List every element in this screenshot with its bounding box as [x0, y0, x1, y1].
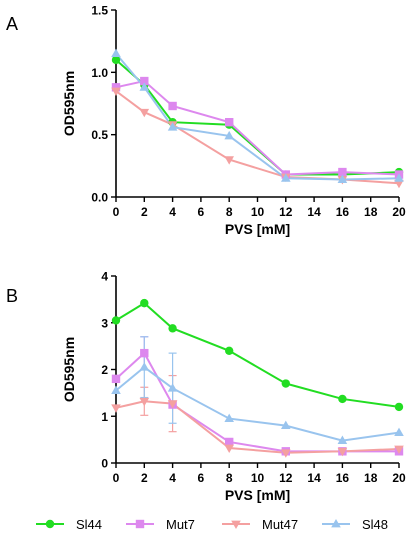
- legend-item-mut47: Mut47: [222, 517, 298, 532]
- panel-a-point-sl48: [111, 48, 121, 58]
- panel-b-point-sl48: [224, 413, 234, 422]
- legend-item-sl44: Sl44: [36, 517, 102, 532]
- panel-a-x-tick-label: 16: [336, 205, 350, 219]
- panel-b-point-mut47: [281, 449, 291, 458]
- panel-b-y-tick-label: 1: [101, 410, 108, 424]
- panel-b-point-sl44: [338, 394, 347, 404]
- panel-a-point-mut47: [394, 179, 404, 189]
- panel-a-letter: A: [6, 14, 18, 34]
- panel-b-y-tick-label: 3: [101, 316, 108, 330]
- legend-label: Mut47: [262, 517, 298, 532]
- panel-a-x-tick-label: 0: [113, 205, 120, 219]
- panel-a-point-sl48: [167, 122, 178, 131]
- panel-a-y-axis-label: OD595nm: [61, 71, 77, 136]
- panel-a-y-tick-label: 1.5: [91, 4, 108, 18]
- panel-b-point-mut47: [337, 447, 348, 457]
- panel-b-point-sl44: [281, 379, 290, 388]
- panel-b-y-tick-label: 4: [101, 270, 108, 284]
- panel-b-point-sl44: [394, 402, 404, 412]
- legend-marker: [135, 519, 145, 529]
- panel-b-point-mut7: [225, 437, 234, 447]
- panel-b-series-line-mut47: [115, 400, 400, 454]
- legend-label: Mut7: [166, 517, 195, 532]
- legend-marker: [231, 520, 241, 529]
- panel-a-x-tick-label: 8: [226, 205, 233, 219]
- panel-a-series-line-mut7: [115, 79, 400, 176]
- panel-a-point-mut7: [111, 83, 121, 92]
- panel-a-y-tick-label: 0.5: [91, 128, 108, 142]
- panel-b-letter: B: [6, 286, 18, 306]
- panel-a-series-line-sl48: [115, 52, 400, 181]
- panel-a-point-mut47: [224, 156, 234, 165]
- panel-b-x-tick-label: 6: [198, 471, 205, 485]
- panel-a-x-tick-label: 18: [364, 205, 378, 219]
- panel-b-point-sl48: [111, 385, 121, 394]
- legend-label: Sl48: [362, 517, 388, 532]
- panel-b-point-mut47: [224, 444, 234, 454]
- panel-b-x-tick-label: 4: [169, 471, 176, 485]
- panel-a-point-sl48: [394, 173, 404, 182]
- panel-b-x-tick-label: 16: [336, 471, 350, 485]
- panel-a-y-tick-label: 1.0: [91, 66, 108, 80]
- panel-a-point-mut47: [139, 108, 150, 118]
- panel-a-x-tick-label: 4: [169, 205, 176, 219]
- panel-b-series-line-sl44: [115, 301, 400, 408]
- panel-b-point-sl48: [139, 362, 150, 371]
- panel-a-x-tick-label: 20: [392, 205, 406, 219]
- panel-b-point-sl44: [168, 324, 177, 333]
- panel-b-x-tick-label: 14: [307, 471, 321, 485]
- legend-item-mut7: Mut7: [126, 517, 195, 532]
- panel-a: A 0.0 0.5 1.0 1.5 0 2 4 6 8 10 12 14 16 18 20 PVS [mM] O…: [6, 4, 406, 238]
- panel-a-point-sl48: [281, 173, 291, 182]
- legend-item-sl48: Sl48: [322, 517, 388, 532]
- panel-a-point-sl48: [224, 130, 234, 140]
- panel-b-x-tick-label: 10: [251, 471, 265, 485]
- panel-a-y-tick-label: 0.0: [91, 191, 108, 205]
- panel-a-point-mut7: [168, 101, 177, 111]
- legend-label: Sl44: [76, 517, 102, 532]
- panel-b-point-mut47: [167, 400, 178, 409]
- panel-b-x-tick-label: 2: [141, 471, 148, 485]
- panel-b-point-mut47: [394, 445, 404, 454]
- panel-a-point-mut7: [140, 76, 149, 86]
- panel-b-point-sl48: [337, 435, 348, 444]
- panel-a-point-mut7: [225, 118, 234, 127]
- panel-b-point-sl44: [225, 346, 234, 355]
- panel-b-point-sl44: [140, 298, 149, 308]
- legend-marker: [45, 519, 55, 529]
- panel-b-point-sl48: [167, 383, 178, 392]
- panel-b-x-tick-label: 12: [279, 471, 293, 485]
- panel-b-point-sl44: [111, 316, 121, 325]
- panel-b-x-axis-label: PVS [mM]: [225, 487, 290, 503]
- panel-a-point-sl44: [111, 55, 121, 65]
- panel-b-x-tick-label: 8: [226, 471, 233, 485]
- panel-a-x-tick-label: 10: [251, 205, 265, 219]
- panel-b-point-mut7: [111, 374, 121, 384]
- panel-b-y-tick-label: 2: [101, 363, 108, 377]
- legend-marker: [331, 519, 341, 528]
- legend: Sl44 Mut7 Mut47 Sl48: [36, 517, 388, 532]
- panel-b-series-line-sl48: [115, 365, 400, 442]
- panel-b-y-axis-label: OD595nm: [61, 337, 77, 402]
- panel-b-x-tick-label: 20: [392, 471, 406, 485]
- panel-b-x-tick-label: 18: [364, 471, 378, 485]
- panel-b-point-mut7: [140, 348, 149, 358]
- panel-a-point-sl48: [337, 174, 348, 183]
- panel-a-x-tick-label: 2: [141, 205, 148, 219]
- panel-a-x-tick-label: 12: [279, 205, 293, 219]
- panel-a-point-mut47: [111, 87, 121, 97]
- panel-a-point-sl48: [139, 82, 150, 91]
- panel-b-x-tick-label: 0: [113, 471, 120, 485]
- panel-a-x-tick-label: 6: [198, 205, 205, 219]
- panel-b-point-sl48: [394, 427, 404, 437]
- panel-a-x-tick-label: 14: [307, 205, 321, 219]
- panel-b-point-sl48: [281, 420, 291, 429]
- panel-a-x-axis-label: PVS [mM]: [225, 221, 290, 237]
- panel-b-point-mut47: [111, 404, 121, 413]
- panel-a-point-mut7: [338, 167, 347, 177]
- panel-b-point-mut47: [139, 397, 150, 407]
- panel-b-y-tick-label: 0: [101, 457, 108, 471]
